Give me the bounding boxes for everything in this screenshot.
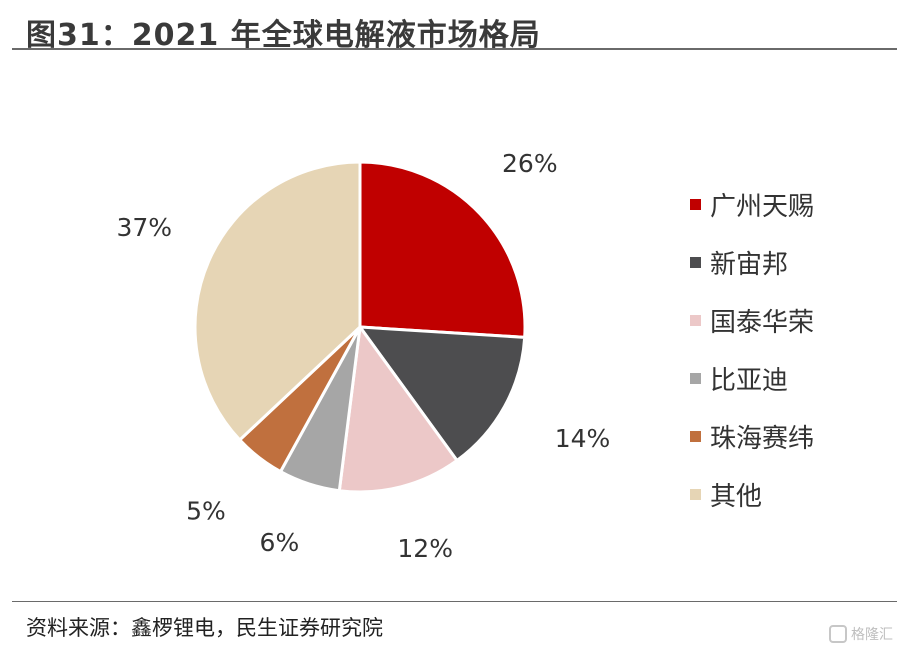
legend-swatch — [690, 372, 701, 384]
slice-percent-label: 26% — [502, 149, 558, 178]
pie-slice — [193, 160, 362, 442]
watermark-text: 格隆汇 — [851, 627, 893, 643]
title-divider — [12, 48, 897, 50]
legend-item: 国泰华荣 — [690, 291, 814, 349]
legend-label: 国泰华荣 — [710, 307, 815, 338]
source-divider — [12, 601, 897, 602]
legend-item: 珠海赛纬 — [690, 407, 814, 465]
pie-slice — [358, 160, 527, 339]
chart-legend: 广州天赐新宙邦国泰华荣比亚迪珠海赛纬其他 — [690, 175, 814, 523]
legend-label: 比亚迪 — [710, 365, 789, 396]
legend-item: 其他 — [690, 465, 814, 523]
legend-label: 珠海赛纬 — [710, 423, 815, 454]
legend-swatch — [690, 256, 701, 268]
legend-swatch — [690, 488, 701, 500]
legend-label: 广州天赐 — [710, 191, 815, 222]
legend-swatch — [690, 314, 701, 326]
chart-title: 图31：2021 年全球电解液市场格局 — [26, 18, 541, 53]
legend-swatch — [690, 198, 701, 210]
slice-percent-label: 12% — [397, 534, 453, 563]
legend-item: 新宙邦 — [690, 233, 814, 291]
legend-item: 广州天赐 — [690, 175, 814, 233]
pie-slice — [358, 325, 527, 462]
watermark: 格隆汇 — [829, 624, 893, 644]
slice-percent-label: 14% — [555, 424, 611, 453]
slice-percent-label: 5% — [186, 496, 226, 525]
source-note: 资料来源：鑫椤锂电，民生证券研究院 — [26, 616, 383, 640]
legend-swatch — [690, 430, 701, 442]
legend-item: 比亚迪 — [690, 349, 814, 407]
slice-percent-label: 6% — [260, 528, 300, 557]
legend-label: 新宙邦 — [710, 249, 789, 280]
pie-slice — [337, 325, 459, 494]
watermark-logo-icon — [829, 625, 847, 643]
legend-label: 其他 — [710, 481, 763, 512]
slice-percent-label: 37% — [116, 213, 172, 242]
